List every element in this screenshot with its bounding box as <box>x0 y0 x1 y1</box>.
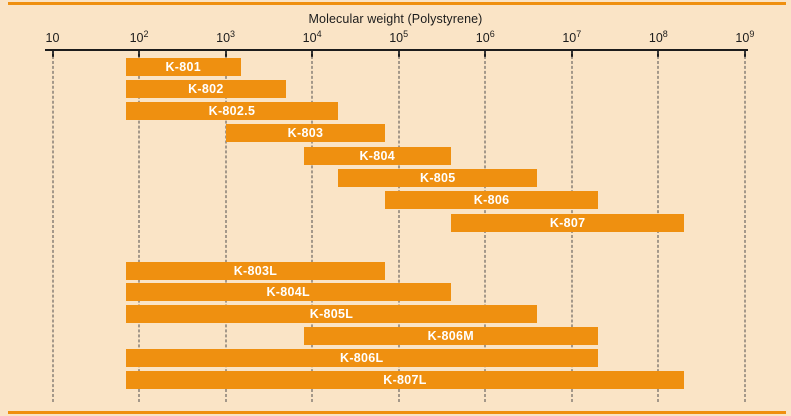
x-tick-label-10e2: 102 <box>129 28 149 45</box>
range-bar-k-806: K-806 <box>385 191 598 210</box>
range-bar-k-805l: K-805L <box>125 305 538 324</box>
bar-label-k-803: K-803 <box>287 126 324 141</box>
x-tick-label-10e6: 106 <box>475 28 495 45</box>
range-bar-k-803l: K-803L <box>125 261 386 280</box>
range-bar-k-802: K-802 <box>125 79 287 98</box>
bar-label-k-804: K-804 <box>359 148 396 163</box>
x-axis-line <box>45 49 748 51</box>
x-tick-label-10e3: 103 <box>216 28 236 45</box>
bar-label-k-807l: K-807L <box>383 372 427 387</box>
range-bar-k-807: K-807 <box>450 213 685 232</box>
gridline-10e9 <box>744 51 746 402</box>
range-bar-k-802.5: K-802.5 <box>125 102 339 121</box>
top-edge-rule <box>8 2 786 5</box>
bottom-edge-rule <box>8 411 786 414</box>
bar-label-k-805: K-805 <box>420 171 456 186</box>
range-bar-k-807l: K-807L <box>125 370 685 389</box>
x-tick-label-10e1: 10 <box>45 31 60 45</box>
bar-label-k-801: K-801 <box>165 59 201 74</box>
bar-label-k-804l: K-804L <box>266 285 310 300</box>
bar-label-k-803l: K-803L <box>233 263 278 278</box>
range-bar-k-805: K-805 <box>338 169 538 188</box>
gridline-10e1 <box>52 51 53 402</box>
x-tick-label-10e4: 104 <box>302 28 322 45</box>
x-tick-label-10e9: 109 <box>735 28 755 45</box>
x-tick-label-10e7: 107 <box>562 28 582 45</box>
range-bar-k-804l: K-804L <box>125 283 451 302</box>
x-tick-label-10e8: 108 <box>648 28 668 45</box>
range-bar-k-806l: K-806L <box>125 348 598 367</box>
bar-label-k-805l: K-805L <box>309 307 354 322</box>
gridline-10e5 <box>398 51 400 402</box>
bar-label-k-807: K-807 <box>549 215 586 230</box>
range-bar-k-803: K-803 <box>225 124 386 143</box>
range-bar-k-804: K-804 <box>303 146 451 165</box>
bar-label-k-806m: K-806M <box>427 328 474 343</box>
range-bar-k-806m: K-806M <box>303 326 598 345</box>
bar-label-k-802: K-802 <box>188 81 224 96</box>
range-bar-k-801: K-801 <box>125 57 241 76</box>
bar-label-k-802.5: K-802.5 <box>208 104 256 119</box>
bar-label-k-806: K-806 <box>473 193 510 208</box>
gridline-10e3 <box>225 51 227 402</box>
gridline-10e4 <box>311 51 313 402</box>
chart-title: Molecular weight (Polystyrene) <box>308 12 483 26</box>
gridline-10e2 <box>138 51 140 402</box>
bar-label-k-806l: K-806L <box>340 350 384 365</box>
x-tick-label-10e5: 105 <box>389 28 409 45</box>
